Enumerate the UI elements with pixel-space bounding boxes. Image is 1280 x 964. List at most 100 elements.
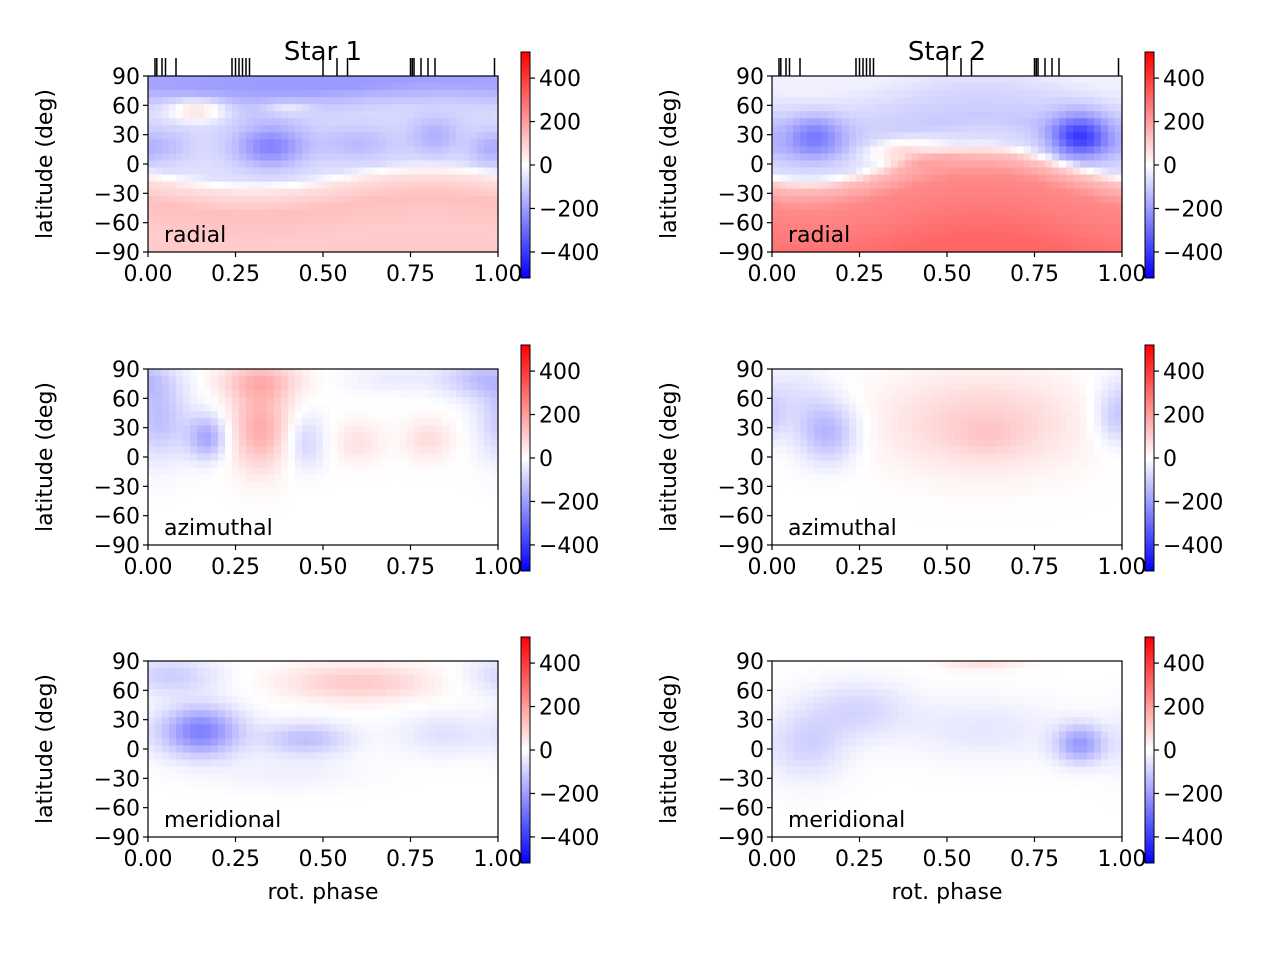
heatmap-cell (779, 125, 787, 133)
heatmap-cell (204, 418, 212, 426)
heatmap-cell (414, 376, 422, 384)
heatmap-cell (435, 182, 443, 190)
heatmap-cell (842, 482, 850, 490)
heatmap-cell (772, 231, 780, 239)
heatmap-cell (996, 153, 1004, 161)
heatmap-cell (835, 182, 843, 190)
y-axis-label: latitude (deg) (657, 89, 682, 239)
heatmap-cell (975, 390, 983, 398)
heatmap-cell (821, 461, 829, 469)
heatmap-cell (260, 369, 268, 377)
heatmap-cell (435, 90, 443, 98)
heatmap-cell (814, 189, 822, 197)
heatmap-cell (919, 432, 927, 440)
heatmap-cell (779, 475, 787, 483)
heatmap-cell (1017, 468, 1025, 476)
heatmap-cell (1045, 439, 1053, 447)
heatmap-cell (1010, 496, 1018, 504)
heatmap-cell (1024, 453, 1032, 461)
heatmap-cell (1003, 189, 1011, 197)
heatmap-cell (884, 168, 892, 176)
heatmap-cell (351, 83, 359, 91)
heatmap-cell (204, 111, 212, 119)
heatmap-cell (386, 210, 394, 218)
heatmap-cell (176, 182, 184, 190)
heatmap-cell (253, 238, 261, 246)
heatmap-cell (912, 104, 920, 112)
heatmap-cell (176, 482, 184, 490)
heatmap-cell (1052, 383, 1060, 391)
heatmap-cell (400, 146, 408, 154)
heatmap-cell (386, 231, 394, 239)
heatmap-cell (1010, 482, 1018, 490)
heatmap-cell (274, 111, 282, 119)
heatmap-cell (232, 139, 240, 147)
heatmap-cell (1031, 418, 1039, 426)
heatmap-cell (323, 468, 331, 476)
heatmap-cell (968, 118, 976, 126)
heatmap-cell (281, 446, 289, 454)
heatmap-cell (940, 411, 948, 419)
heatmap-cell (821, 425, 829, 433)
heatmap-cell (351, 238, 359, 246)
heatmap-cell (484, 90, 492, 98)
heatmap-cell (484, 468, 492, 476)
heatmap-cell (1101, 475, 1109, 483)
heatmap-cell (1108, 404, 1116, 412)
heatmap-cell (1003, 231, 1011, 239)
heatmap-cell (253, 404, 261, 412)
heatmap-cell (155, 83, 163, 91)
heatmap-cell (351, 453, 359, 461)
heatmap-cell (365, 97, 373, 105)
heatmap-cell (176, 446, 184, 454)
heatmap-cell (1017, 203, 1025, 211)
heatmap-cell (863, 118, 871, 126)
heatmap-cell (807, 418, 815, 426)
heatmap-cell (898, 418, 906, 426)
heatmap-cell (344, 482, 352, 490)
heatmap-cell (1038, 76, 1046, 84)
heatmap-cell (323, 210, 331, 218)
heatmap-cell (435, 376, 443, 384)
heatmap-cell (365, 446, 373, 454)
heatmap-cell (232, 475, 240, 483)
heatmap-cell (393, 217, 401, 225)
heatmap-cell (1052, 203, 1060, 211)
heatmap-cell (176, 111, 184, 119)
heatmap-cell (1017, 139, 1025, 147)
heatmap-cell (337, 118, 345, 126)
heatmap-cell (1045, 418, 1053, 426)
heatmap-cell (1094, 118, 1102, 126)
heatmap-cell (856, 376, 864, 384)
heatmap-cell (274, 175, 282, 183)
heatmap-cell (316, 76, 324, 84)
heatmap-cell (274, 210, 282, 218)
heatmap-cell (947, 404, 955, 412)
heatmap-cell (961, 189, 969, 197)
heatmap-cell (148, 125, 156, 133)
heatmap-cell (863, 217, 871, 225)
heatmap-cell (351, 404, 359, 412)
heatmap-cell (1059, 175, 1067, 183)
heatmap-cell (386, 383, 394, 391)
heatmap-cell (940, 517, 948, 525)
heatmap-cell (358, 231, 366, 239)
heatmap-cell (1073, 196, 1081, 204)
heatmap-cell (870, 475, 878, 483)
heatmap-cell (162, 153, 170, 161)
heatmap-cell (344, 461, 352, 469)
heatmap-cell (211, 83, 219, 91)
heatmap-cell (372, 524, 380, 532)
heatmap-cell (912, 97, 920, 105)
heatmap-cell (975, 104, 983, 112)
heatmap-cell (1080, 111, 1088, 119)
heatmap-cell (1080, 383, 1088, 391)
heatmap-cell (407, 369, 415, 377)
heatmap-cell (351, 153, 359, 161)
heatmap-cell (828, 118, 836, 126)
heatmap-cell (1024, 503, 1032, 511)
heatmap-cell (828, 125, 836, 133)
heatmap-cell (912, 404, 920, 412)
heatmap-cell (863, 139, 871, 147)
heatmap-cell (863, 369, 871, 377)
